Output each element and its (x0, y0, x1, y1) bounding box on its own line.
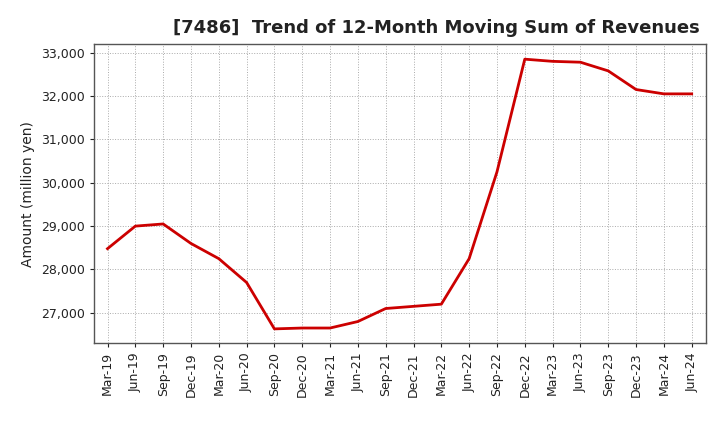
Y-axis label: Amount (million yen): Amount (million yen) (21, 121, 35, 267)
Text: [7486]  Trend of 12-Month Moving Sum of Revenues: [7486] Trend of 12-Month Moving Sum of R… (174, 19, 700, 37)
